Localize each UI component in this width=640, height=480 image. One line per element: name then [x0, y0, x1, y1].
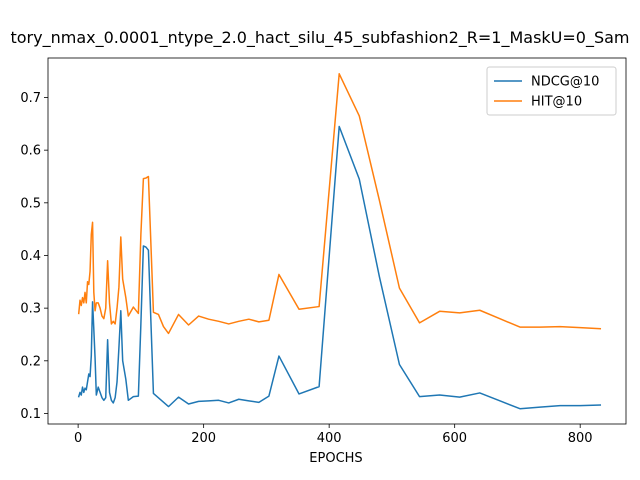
series-lines [77, 73, 602, 410]
x-axis-label: EPOCHS [309, 451, 362, 466]
y-tick-label: 0.1 [20, 407, 41, 422]
x-tick-label: 800 [568, 431, 593, 446]
y-tick-label: 0.7 [20, 91, 41, 106]
y-tick-label: 0.5 [20, 196, 41, 211]
x-tick-label: 0 [74, 431, 82, 446]
y-tick-label: 0.6 [20, 144, 41, 159]
legend-box [486, 66, 617, 116]
chart-title: tory_nmax_0.0001_ntype_2.0_hact_silu_45_… [10, 28, 629, 48]
x-tick-label: 200 [191, 431, 216, 446]
series-line-hit-10 [77, 73, 602, 335]
y-tick-label: 0.3 [20, 302, 41, 317]
legend: NDCG@10 HIT@10 [486, 66, 617, 116]
x-tick-label: 400 [317, 431, 342, 446]
plot-background [48, 58, 626, 424]
axes: 0 200 400 600 800 0.1 0.2 0.3 0.4 0.5 0.6 0.7 [20, 57, 627, 446]
legend-label: NDCG@10 [531, 75, 599, 90]
y-tick-label: 0.2 [20, 354, 41, 369]
y-tick-label: 0.4 [20, 249, 41, 264]
x-tick-label: 600 [442, 431, 467, 446]
series-line-ndcg-10 [77, 125, 602, 410]
legend-label: HIT@10 [531, 95, 582, 110]
plot-area [48, 58, 626, 424]
axes-frame [47, 57, 627, 425]
